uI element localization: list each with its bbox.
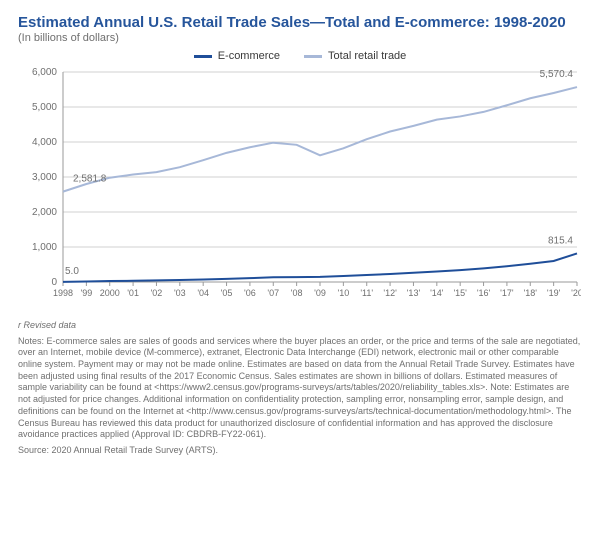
svg-text:'07: '07 (267, 288, 279, 298)
svg-text:'99: '99 (80, 288, 92, 298)
legend-item-total: Total retail trade (304, 50, 406, 62)
footnote-revised: r Revised data (18, 320, 582, 332)
footnote-source: Source: 2020 Annual Retail Trade Survey … (18, 445, 582, 457)
legend-swatch-total (304, 55, 322, 58)
svg-text:'02: '02 (151, 288, 163, 298)
line-chart: 0 1,000 2,000 3,000 4,000 5,000 6,000 1998 '99 20… (19, 64, 581, 314)
svg-text:'20: '20 (571, 288, 581, 298)
chart-title: Estimated Annual U.S. Retail Trade Sales… (18, 14, 582, 32)
legend: E-commerce Total retail trade (18, 50, 582, 62)
chart-subtitle: (In billions of dollars) (18, 32, 582, 44)
svg-text:'08: '08 (291, 288, 303, 298)
svg-text:'16': '16' (477, 288, 491, 298)
svg-text:1,000: 1,000 (32, 242, 57, 253)
svg-text:'19': '19' (547, 288, 561, 298)
svg-text:'11': '11' (360, 288, 373, 298)
svg-text:5,000: 5,000 (32, 102, 57, 113)
legend-item-ecommerce: E-commerce (194, 50, 280, 62)
footnotes: r Revised data Notes: E-commerce sales a… (18, 320, 582, 457)
svg-text:'04: '04 (197, 288, 209, 298)
svg-text:'09: '09 (314, 288, 326, 298)
svg-text:'05: '05 (221, 288, 233, 298)
svg-text:'14': '14' (430, 288, 444, 298)
svg-text:'10: '10 (337, 288, 349, 298)
chart-area: 0 1,000 2,000 3,000 4,000 5,000 6,000 1998 '99 20… (19, 64, 581, 314)
svg-text:4,000: 4,000 (32, 137, 57, 148)
svg-text:2000: 2000 (100, 288, 120, 298)
svg-text:6,000: 6,000 (32, 67, 57, 78)
legend-label: Total retail trade (328, 50, 406, 62)
svg-text:'03: '03 (174, 288, 186, 298)
svg-text:5.0: 5.0 (65, 266, 79, 277)
svg-text:815.4: 815.4 (548, 235, 573, 246)
svg-text:'12': '12' (383, 288, 397, 298)
svg-text:1998: 1998 (53, 288, 73, 298)
svg-text:'13': '13' (407, 288, 421, 298)
svg-text:2,581.8: 2,581.8 (73, 174, 107, 185)
svg-text:'06: '06 (244, 288, 256, 298)
svg-text:'15': '15' (453, 288, 467, 298)
legend-swatch-ecommerce (194, 55, 212, 58)
svg-text:2,000: 2,000 (32, 207, 57, 218)
footnote-notes: Notes: E-commerce sales are sales of goo… (18, 336, 580, 440)
svg-text:3,000: 3,000 (32, 172, 57, 183)
legend-label: E-commerce (218, 50, 280, 62)
svg-text:'18': '18' (524, 288, 538, 298)
svg-text:5,570.4: 5,570.4 (540, 69, 574, 80)
svg-text:'01: '01 (127, 288, 139, 298)
svg-text:'17': '17' (500, 288, 514, 298)
svg-text:0: 0 (51, 277, 57, 288)
